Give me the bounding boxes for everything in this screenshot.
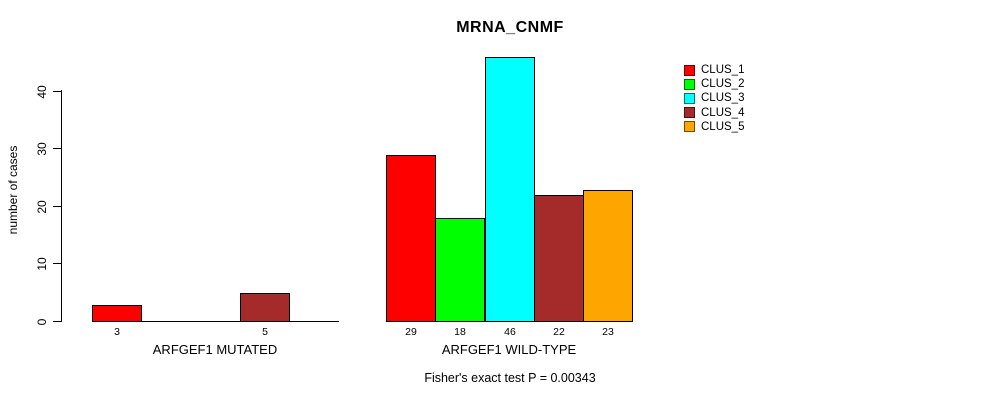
legend: CLUS_1 CLUS_2 CLUS_3 CLUS_4 CLUS_5 bbox=[684, 63, 744, 134]
bar-value-label: 22 bbox=[553, 326, 565, 338]
bar-wild-type-clus_1 bbox=[386, 155, 436, 322]
legend-item-clus_3: CLUS_3 bbox=[684, 91, 744, 105]
legend-swatch-clus_3 bbox=[684, 92, 695, 104]
bar-mutated-clus_1 bbox=[92, 305, 142, 322]
bar-value-label: 29 bbox=[405, 326, 417, 338]
legend-label-clus_5: CLUS_5 bbox=[701, 120, 745, 133]
x-baseline-mutated bbox=[92, 321, 339, 322]
bar-wild-type-clus_3 bbox=[485, 57, 535, 322]
chart-title: MRNA_CNMF bbox=[456, 19, 564, 36]
legend-item-clus_4: CLUS_4 bbox=[684, 106, 744, 120]
y-axis-tick-label: 10 bbox=[35, 256, 49, 271]
legend-item-clus_2: CLUS_2 bbox=[684, 77, 744, 91]
y-axis-tick bbox=[53, 91, 61, 92]
bar-value-label: 18 bbox=[454, 326, 466, 338]
legend-swatch-clus_1 bbox=[684, 64, 695, 76]
fisher-test-caption: Fisher's exact test P = 0.00343 bbox=[424, 371, 596, 385]
legend-item-clus_5: CLUS_5 bbox=[684, 120, 744, 134]
y-axis-tick bbox=[53, 321, 61, 322]
y-axis-tick-label: 40 bbox=[35, 84, 49, 99]
y-axis-line bbox=[61, 90, 62, 322]
legend-label-clus_1: CLUS_1 bbox=[701, 64, 745, 77]
y-axis-tick bbox=[53, 148, 61, 149]
y-axis-tick-label: 30 bbox=[35, 141, 49, 156]
legend-swatch-clus_5 bbox=[684, 121, 695, 133]
bar-wild-type-clus_2 bbox=[435, 218, 485, 322]
group-label-wild-type: ARFGEF1 WILD-TYPE bbox=[441, 342, 577, 357]
bar-value-label: 23 bbox=[602, 326, 614, 338]
legend-swatch-clus_4 bbox=[684, 107, 695, 119]
y-axis-tick bbox=[53, 206, 61, 207]
legend-item-clus_1: CLUS_1 bbox=[684, 63, 744, 77]
y-axis-tick bbox=[53, 263, 61, 264]
legend-label-clus_4: CLUS_4 bbox=[701, 106, 745, 119]
bar-value-label: 3 bbox=[114, 326, 120, 338]
bar-value-label: 46 bbox=[504, 326, 516, 338]
legend-label-clus_3: CLUS_3 bbox=[701, 92, 745, 105]
y-axis-tick-label: 0 bbox=[35, 318, 49, 325]
legend-swatch-clus_2 bbox=[684, 78, 695, 90]
group-label-mutated: ARFGEF1 MUTATED bbox=[152, 342, 278, 357]
bar-value-label: 5 bbox=[262, 326, 268, 338]
legend-label-clus_2: CLUS_2 bbox=[701, 78, 745, 91]
bar-mutated-clus_4 bbox=[240, 293, 290, 322]
bar-wild-type-clus_4 bbox=[534, 195, 584, 322]
bar-wild-type-clus_5 bbox=[583, 190, 633, 322]
y-axis-tick-label: 20 bbox=[35, 199, 49, 214]
